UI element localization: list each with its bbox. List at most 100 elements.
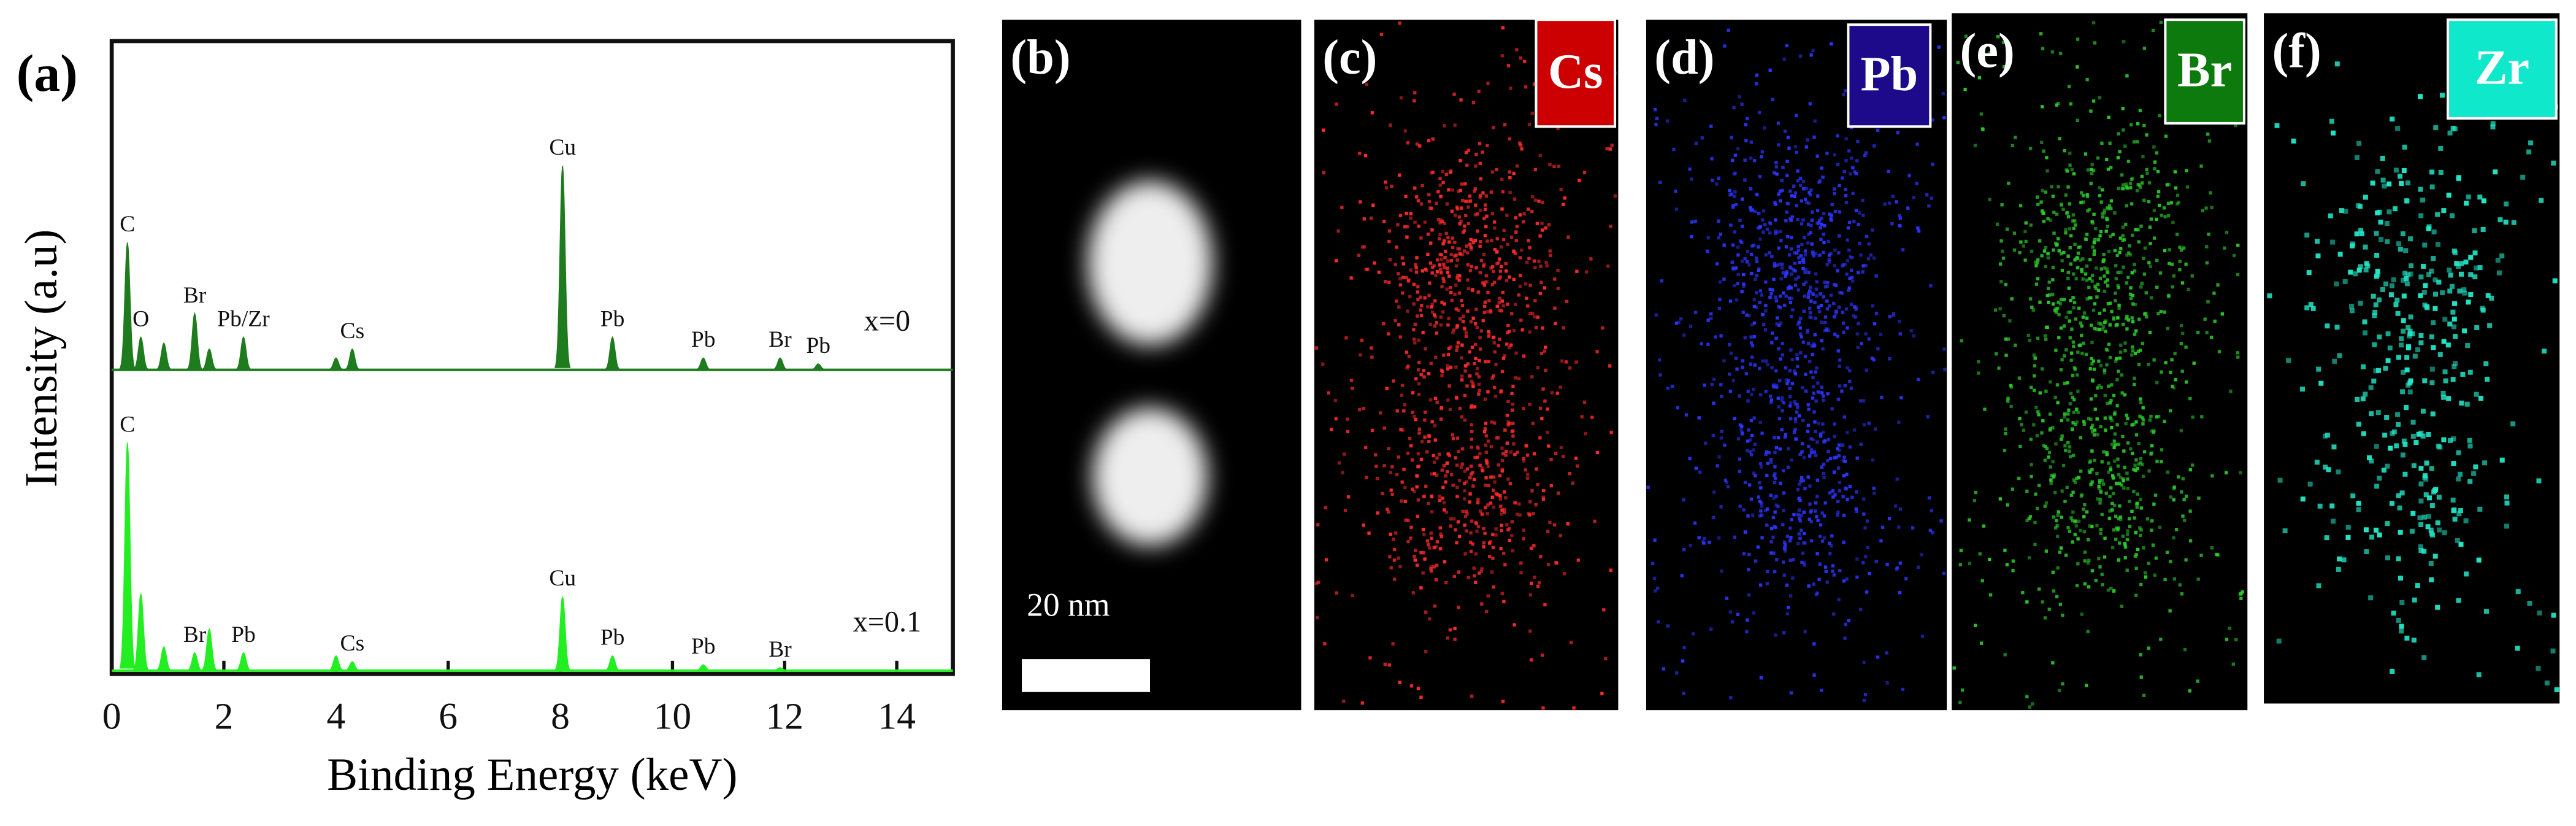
element-dot <box>1528 500 1532 504</box>
element-dot <box>1658 373 1662 377</box>
element-dot <box>2418 522 2424 528</box>
element-dot <box>2472 250 2478 256</box>
element-dot <box>1443 124 1446 128</box>
element-dot <box>1892 314 1895 317</box>
element-dot <box>1430 228 1434 232</box>
element-dot <box>2149 414 2153 419</box>
element-dot <box>2074 223 2077 227</box>
element-dot <box>1760 504 1764 508</box>
element-dot <box>1600 692 1604 695</box>
element-dot <box>2098 311 2102 315</box>
element-dot <box>2096 238 2101 242</box>
element-dot <box>1486 503 1490 507</box>
element-dot <box>1799 183 1803 188</box>
element-dot <box>1465 244 1469 248</box>
element-dot <box>1442 279 1446 284</box>
element-dot <box>1397 272 1400 276</box>
element-dot <box>2432 488 2437 493</box>
element-dot <box>2018 417 2022 420</box>
element-dot <box>1595 450 1600 455</box>
element-dot <box>1490 420 1493 424</box>
element-dot <box>1469 245 1473 249</box>
element-dot <box>1527 122 1531 126</box>
element-dot <box>2030 249 2034 253</box>
element-dot <box>1802 456 1806 460</box>
element-dot <box>1530 489 1534 493</box>
element-dot <box>2185 169 2188 172</box>
element-dot <box>1718 280 1722 284</box>
particle <box>1087 180 1213 345</box>
element-dot <box>2304 305 2310 311</box>
element-dot <box>1799 176 1803 180</box>
element-dot <box>1503 490 1506 494</box>
element-dot <box>1754 559 1758 563</box>
element-dot <box>1799 351 1803 355</box>
element-dot <box>1522 212 1526 216</box>
element-dot <box>1752 298 1756 301</box>
element-dot <box>1435 540 1439 544</box>
element-dot <box>2168 248 2171 252</box>
element-dot <box>2527 601 2532 606</box>
element-dot <box>1595 350 1599 353</box>
element-dot <box>1511 402 1515 406</box>
element-dot <box>1778 447 1782 451</box>
element-dot <box>1438 526 1442 530</box>
element-dot <box>2081 315 2085 319</box>
element-dot <box>1710 157 1714 161</box>
element-dot <box>1750 208 1754 212</box>
element-dot <box>2106 225 2110 228</box>
element-dot <box>2134 228 2137 231</box>
element-dot <box>2098 328 2101 331</box>
element-dot <box>2068 402 2072 406</box>
element-dot <box>2180 281 2185 285</box>
element-dot <box>1791 576 1795 580</box>
element-dot <box>2014 136 2017 139</box>
element-dot <box>1474 357 1478 361</box>
element-dot <box>1416 514 1420 519</box>
element-dot <box>1478 463 1482 467</box>
element-dot <box>1733 284 1736 288</box>
element-dot <box>1491 546 1495 549</box>
element-dot <box>1670 384 1674 388</box>
element-dot <box>2142 123 2146 128</box>
element-dot <box>1736 245 1740 249</box>
element-dot <box>1840 389 1844 393</box>
element-dot <box>1866 546 1869 549</box>
element-dot <box>2128 292 2133 296</box>
element-dot <box>1419 695 1423 699</box>
element-dot <box>2150 528 2153 532</box>
element-dot <box>1783 435 1787 439</box>
element-dot <box>2088 482 2093 487</box>
element-dot <box>1719 233 1722 236</box>
element-dot <box>2231 662 2235 666</box>
element-dot <box>1797 532 1801 536</box>
element-dot <box>1719 436 1723 440</box>
element-dot <box>1771 98 1774 102</box>
element-dot <box>2057 689 2061 692</box>
element-dot <box>2429 577 2434 582</box>
element-dot <box>2377 476 2382 481</box>
element-dot <box>2115 253 2119 257</box>
element-dot <box>1814 454 1818 457</box>
element-dot <box>2356 268 2362 273</box>
element-dot <box>1538 291 1543 296</box>
element-dot <box>2377 297 2382 303</box>
element-dot <box>2431 320 2436 325</box>
element-dot <box>1450 473 1454 477</box>
element-dot <box>1750 392 1754 396</box>
element-dot <box>1522 537 1525 541</box>
element-dot <box>1409 525 1413 529</box>
element-dot <box>1819 292 1822 296</box>
element-dot <box>1855 509 1858 513</box>
element-dot <box>1861 214 1865 217</box>
element-dot <box>1832 301 1836 306</box>
element-dot <box>1979 112 1984 116</box>
element-dot <box>1735 298 1739 302</box>
element-dot <box>2427 495 2432 501</box>
element-dot <box>2418 466 2424 471</box>
element-dot <box>2093 326 2097 331</box>
element-dot <box>1589 257 1593 261</box>
element-dot <box>2133 303 2137 307</box>
element-dot <box>1429 171 1433 175</box>
element-dot <box>2102 258 2106 262</box>
